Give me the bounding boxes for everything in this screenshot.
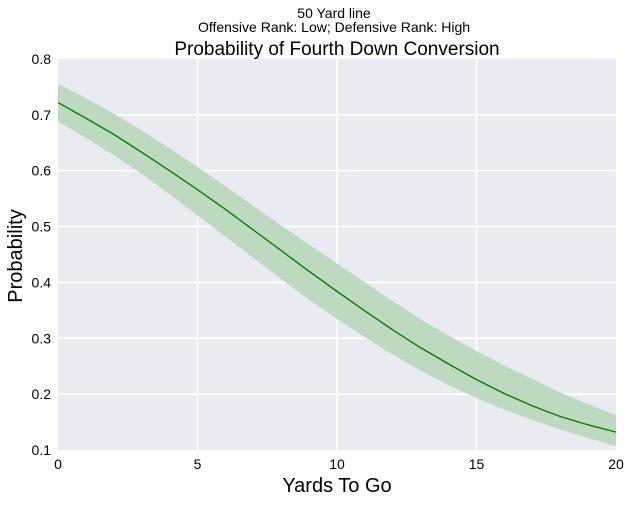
y-tick-label: 0.5 — [32, 219, 52, 235]
y-tick-labels: 0.1 0.2 0.3 0.4 0.5 0.6 0.7 0.8 — [32, 51, 52, 458]
chart-suptitle-line2: Offensive Rank: Low; Defensive Rank: Hig… — [198, 19, 470, 35]
confidence-band — [58, 83, 616, 447]
chart-suptitle-line1: 50 Yard line — [297, 5, 371, 21]
probability-line — [57, 101, 617, 433]
x-tick-label: 10 — [329, 456, 345, 472]
x-tick-label: 5 — [194, 456, 202, 472]
y-tick-label: 0.8 — [32, 51, 52, 67]
y-tick-label: 0.6 — [32, 163, 52, 179]
x-tick-label: 0 — [54, 456, 62, 472]
y-tick-label: 0.1 — [32, 442, 52, 458]
x-axis-label: Yards To Go — [282, 475, 391, 497]
y-tick-label: 0.4 — [32, 274, 52, 290]
y-tick-label: 0.3 — [32, 330, 52, 346]
chart-title: Probability of Fourth Down Conversion — [174, 39, 499, 60]
y-tick-label: 0.2 — [32, 386, 52, 402]
x-tick-label: 20 — [608, 456, 624, 472]
y-tick-label: 0.7 — [32, 107, 52, 123]
x-tick-label: 15 — [469, 456, 485, 472]
y-axis-label: Probability — [5, 209, 27, 302]
x-tick-labels: 0 5 10 15 20 — [54, 456, 624, 472]
